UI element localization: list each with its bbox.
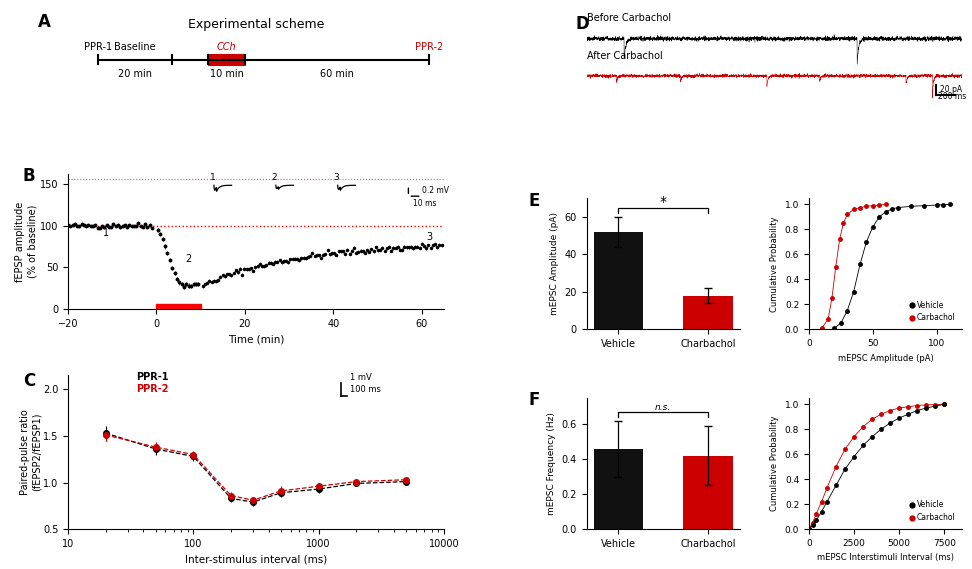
Text: A: A <box>38 13 51 31</box>
Text: PPR-2: PPR-2 <box>136 384 169 394</box>
Text: Baseline: Baseline <box>114 42 156 52</box>
X-axis label: mEPSC Interstimuli Interval (ms): mEPSC Interstimuli Interval (ms) <box>817 554 955 562</box>
Bar <box>208 54 245 65</box>
Legend: Vehicle, Carbachol: Vehicle, Carbachol <box>908 298 958 325</box>
Y-axis label: Cumulative Probability: Cumulative Probability <box>770 416 780 512</box>
Text: 10 ms: 10 ms <box>413 199 436 208</box>
Text: Experimental scheme: Experimental scheme <box>188 18 324 31</box>
Text: C: C <box>23 372 35 390</box>
Text: PPR-2: PPR-2 <box>415 42 443 52</box>
Text: 10 min: 10 min <box>210 69 244 80</box>
X-axis label: mEPSC Amplitude (pA): mEPSC Amplitude (pA) <box>838 353 933 362</box>
Text: CCh: CCh <box>217 42 236 52</box>
Text: Before Carbachol: Before Carbachol <box>587 14 672 23</box>
Text: D: D <box>575 15 589 33</box>
Text: 20 min: 20 min <box>118 69 152 80</box>
Text: PPR-1: PPR-1 <box>84 42 112 52</box>
Text: After Carbachol: After Carbachol <box>587 51 663 61</box>
Text: 1: 1 <box>210 173 215 182</box>
Bar <box>683 296 733 329</box>
Y-axis label: mEPSC Amplitude (pA): mEPSC Amplitude (pA) <box>550 212 559 315</box>
Text: F: F <box>528 391 539 410</box>
Text: 2: 2 <box>271 173 277 182</box>
Text: 100 ms: 100 ms <box>351 385 381 394</box>
Text: 1 mV: 1 mV <box>351 373 372 382</box>
Text: B: B <box>23 167 36 185</box>
Y-axis label: mEPSC Frequency (Hz): mEPSC Frequency (Hz) <box>547 412 556 515</box>
Text: 20 pA: 20 pA <box>941 85 962 94</box>
X-axis label: Time (min): Time (min) <box>227 335 284 345</box>
Text: 2: 2 <box>186 254 191 263</box>
X-axis label: Inter-stimulus interval (ms): Inter-stimulus interval (ms) <box>185 554 327 564</box>
Bar <box>156 304 200 310</box>
Bar <box>683 456 733 529</box>
Bar <box>594 449 643 529</box>
Text: 200 ms: 200 ms <box>938 92 966 101</box>
Text: 60 min: 60 min <box>320 69 354 80</box>
Text: 3: 3 <box>426 232 433 242</box>
Bar <box>594 232 643 329</box>
Text: PPR-1: PPR-1 <box>136 372 169 382</box>
Text: *: * <box>660 195 667 209</box>
Y-axis label: Cumulative Probability: Cumulative Probability <box>770 216 780 311</box>
Text: 3: 3 <box>333 173 339 182</box>
Y-axis label: fEPSP amplitude
(% of baseline): fEPSP amplitude (% of baseline) <box>16 201 37 282</box>
Legend: Vehicle, Carbachol: Vehicle, Carbachol <box>908 497 958 525</box>
Text: 1: 1 <box>103 228 110 238</box>
Text: 0.2 mV: 0.2 mV <box>422 186 449 195</box>
Y-axis label: Paired-pulse ratio
(fEPSP2/fEPSP1): Paired-pulse ratio (fEPSP2/fEPSP1) <box>20 409 42 495</box>
Text: E: E <box>528 192 539 209</box>
Text: n.s.: n.s. <box>655 403 672 413</box>
